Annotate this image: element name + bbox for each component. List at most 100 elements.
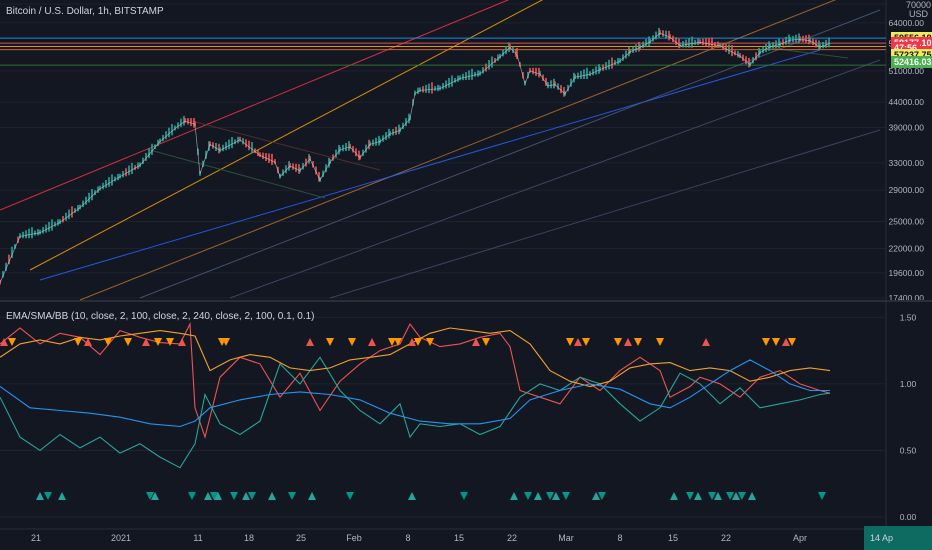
signal-marker-bottom — [510, 492, 518, 500]
time-tick-label: 15 — [668, 533, 678, 543]
signal-marker-bottom — [732, 492, 740, 500]
trend-line — [149, 149, 326, 199]
signal-marker-top — [368, 338, 376, 346]
signal-marker-top — [482, 338, 490, 346]
signal-marker-top — [388, 338, 396, 346]
signal-marker-bottom — [714, 492, 722, 500]
signal-marker-top — [104, 338, 112, 346]
signal-marker-top — [394, 338, 402, 346]
trend-line — [29, 0, 544, 271]
signal-marker-bottom — [818, 492, 826, 500]
signal-marker-top — [306, 338, 314, 346]
signal-marker-bottom — [738, 492, 746, 500]
price-tick-label: 25000.00 — [889, 216, 925, 226]
time-tick-label: 18 — [244, 533, 254, 543]
chart-title: Bitcoin / U.S. Dollar, 1h, BITSTAMP — [6, 6, 164, 17]
signal-marker-top — [178, 338, 186, 346]
signal-marker-bottom — [58, 492, 66, 500]
indicator-tick-label: 1.50 — [900, 312, 917, 322]
indicator-tick-label: 0.00 — [900, 512, 917, 522]
signal-marker-bottom — [460, 492, 468, 500]
signal-marker-bottom — [204, 492, 212, 500]
signal-marker-bottom — [408, 492, 416, 500]
signal-marker-bottom — [188, 492, 196, 500]
signal-marker-top — [634, 338, 642, 346]
signal-marker-bottom — [670, 492, 678, 500]
signal-marker-bottom — [524, 492, 532, 500]
price-line — [0, 32, 831, 283]
signal-marker-bottom — [230, 492, 238, 500]
price-tick-label: 64000.00 — [889, 18, 925, 28]
signal-marker-top — [326, 338, 334, 346]
indicator-tick-label: 0.50 — [900, 445, 917, 455]
time-tick-label: 22 — [721, 533, 731, 543]
signal-marker-top — [582, 338, 590, 346]
signal-marker-top — [624, 338, 632, 346]
trend-line — [79, 0, 837, 301]
signal-marker-top — [84, 338, 92, 346]
indicator-series-line — [0, 359, 830, 428]
signal-marker-bottom — [708, 492, 716, 500]
trend-line — [329, 129, 881, 299]
signal-marker-top — [142, 338, 150, 346]
signal-marker-top — [74, 338, 82, 346]
indicator-series-line — [0, 356, 831, 469]
signal-marker-bottom — [592, 492, 600, 500]
time-tick-label: Feb — [346, 533, 362, 543]
price-tick-label: 19600.00 — [889, 268, 925, 278]
signal-marker-top — [414, 338, 422, 346]
signal-marker-top — [772, 338, 780, 346]
signal-marker-bottom — [151, 492, 159, 500]
signal-marker-top — [154, 338, 162, 346]
signal-marker-top — [124, 338, 132, 346]
indicator-series-line — [0, 327, 831, 388]
indicator-tick-label: 1.00 — [900, 379, 917, 389]
time-tick-label: 15 — [454, 533, 464, 543]
signal-marker-bottom — [552, 492, 560, 500]
signal-marker-bottom — [726, 492, 734, 500]
signal-marker-bottom — [346, 492, 354, 500]
signal-marker-bottom — [146, 492, 154, 500]
signal-marker-bottom — [248, 492, 256, 500]
signal-marker-top — [472, 338, 480, 346]
time-tick-label: 21 — [31, 533, 41, 543]
price-tick-label: 51000.00 — [889, 66, 925, 76]
price-tick-label: 44000.00 — [889, 97, 925, 107]
price-tick-label: 29000.00 — [889, 185, 925, 195]
time-tick-label: 2021 — [111, 533, 131, 543]
indicator-title: EMA/SMA/BB (10, close, 2, 100, close, 2,… — [6, 311, 315, 322]
signal-marker-top — [656, 338, 664, 346]
signal-marker-top — [788, 338, 796, 346]
signal-marker-bottom — [214, 492, 222, 500]
signal-marker-bottom — [288, 492, 296, 500]
currency-label: 70000 USD — [906, 0, 932, 19]
signal-marker-top — [348, 338, 356, 346]
signal-marker-top — [762, 338, 770, 346]
signal-marker-bottom — [534, 492, 542, 500]
signal-marker-top — [0, 338, 8, 346]
trend-line — [229, 59, 881, 299]
price-tag: 52416.03 — [891, 55, 932, 68]
signal-marker-bottom — [268, 492, 276, 500]
time-badge[interactable]: 14 Ap — [864, 526, 932, 550]
signal-marker-bottom — [748, 492, 756, 500]
signal-marker-bottom — [308, 492, 316, 500]
time-tick-label: 11 — [193, 533, 202, 543]
signal-marker-top — [702, 338, 710, 346]
price-tick-label: 17400.00 — [889, 293, 925, 303]
signal-marker-bottom — [598, 492, 606, 500]
signal-marker-bottom — [36, 492, 44, 500]
time-tick-label: 22 — [507, 533, 517, 543]
signal-marker-bottom — [44, 492, 52, 500]
time-tick-label: 25 — [296, 533, 306, 543]
trend-line — [39, 49, 821, 281]
time-tick-label: 8 — [405, 533, 410, 543]
signal-marker-top — [566, 338, 574, 346]
time-tick-label: Apr — [793, 533, 807, 543]
trend-line — [0, 0, 510, 211]
signal-marker-top — [574, 338, 582, 346]
signal-marker-bottom — [210, 492, 218, 500]
time-tick-label: Mar — [558, 533, 574, 543]
signal-marker-top — [166, 338, 174, 346]
